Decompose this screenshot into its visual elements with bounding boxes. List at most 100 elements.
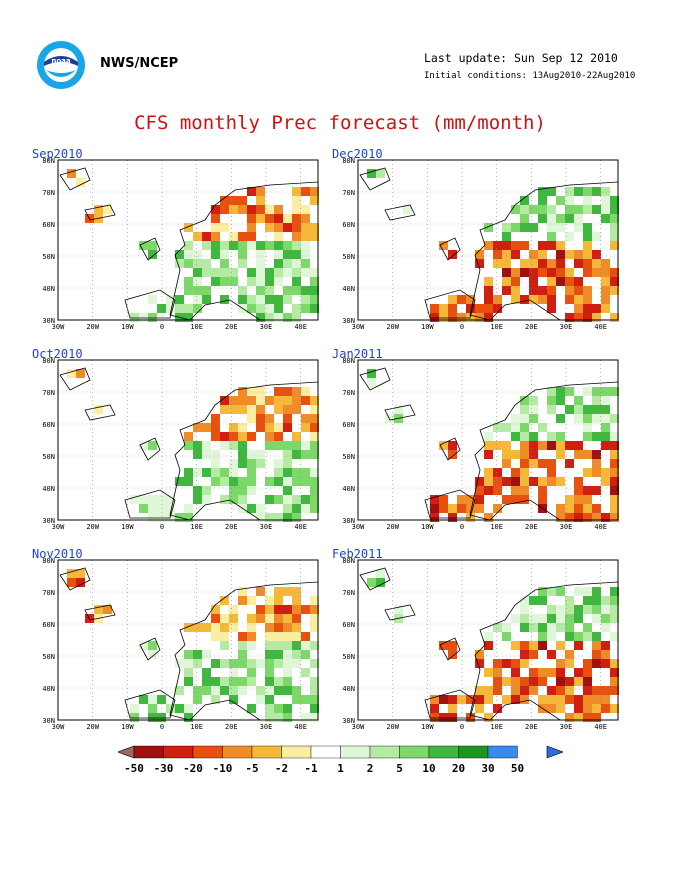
precip-cell [475,686,484,695]
precip-cell [484,641,493,650]
colorbar-swatch [369,745,400,759]
precip-cell [283,486,292,495]
precip-cell [457,295,466,304]
precip-cell [520,650,529,659]
map-frame [57,559,319,721]
precip-cell [247,304,256,313]
precip-cell [484,477,493,486]
colorbar-label: -1 [304,762,318,775]
precip-cell [139,495,148,504]
precip-cell [301,477,310,486]
lon-tick-label: 30E [560,723,573,731]
precip-cell [529,268,538,277]
precip-cell [247,459,256,468]
precip-cell [310,432,319,441]
lat-tick-label: 80N [42,357,55,365]
precip-cell [601,414,610,423]
precip-cell [574,713,583,722]
precip-cell [610,659,619,668]
precip-cell [256,205,265,214]
precip-cell [274,277,283,286]
precip-cell [292,268,301,277]
precip-cell [574,277,583,286]
colorbar-swatch [340,745,371,759]
precip-cell [274,477,283,486]
precip-cell [247,432,256,441]
precip-cell [301,713,310,722]
precip-cell [484,468,493,477]
precip-cell [265,241,274,250]
coastline [124,689,176,719]
precip-cell [175,704,184,713]
coastline [424,289,476,319]
precip-cell [502,459,511,468]
precip-cell [301,214,310,223]
lat-tick-label: 30N [42,517,55,525]
precip-cell [583,450,592,459]
precip-cell [610,387,619,396]
precip-cell [238,196,247,205]
precip-cell [256,614,265,623]
precip-cell [274,495,283,504]
precip-cell [511,286,520,295]
precip-cell [292,450,301,459]
precip-cell [67,369,76,378]
precip-cell [238,677,247,686]
precip-cell [574,214,583,223]
precip-cell [265,605,274,614]
precip-cell [67,169,76,178]
lat-tick-label: 40N [42,285,55,293]
precip-cell [601,295,610,304]
precip-cell [538,695,547,704]
precip-cell [529,450,538,459]
precip-cell [556,223,565,232]
precip-cell [193,486,202,495]
precip-cell [610,605,619,614]
colorbar-label: -20 [183,762,203,775]
precip-cell [193,695,202,704]
precip-cell [229,668,238,677]
precip-cell [538,187,547,196]
precip-cell [430,704,439,713]
precip-cell [211,468,220,477]
precip-cell [556,241,565,250]
precip-cell [211,686,220,695]
precip-cell [511,477,520,486]
precip-cell [247,414,256,423]
precip-cell [547,223,556,232]
precip-cell [592,205,601,214]
precip-cell [430,304,439,313]
precip-cell [301,641,310,650]
precip-cell [601,686,610,695]
precip-cell [583,596,592,605]
precip-cell [193,468,202,477]
precip-cell [475,486,484,495]
panel-month-label: Sep2010 [32,147,83,161]
map-panel-jan2011: 80N 70N 60N 50N 40N 30N 30W 20W 10W 0 10E 20E 30E 40E… [330,347,630,545]
precip-cell [592,650,601,659]
precip-cell [130,495,139,504]
precip-cell [574,259,583,268]
precip-cell [574,695,583,704]
map-frame [357,559,619,721]
colorbar-swatch [428,745,459,759]
precip-cell [193,423,202,432]
precip-cells [367,169,619,322]
lon-tick-label: 40E [294,723,307,731]
precip-cell [538,477,547,486]
precip-cell [439,495,448,504]
precip-cell [247,241,256,250]
precip-cell [367,369,376,378]
precip-cells [67,369,319,522]
precip-cell [520,405,529,414]
precip-cell [493,486,502,495]
precip-cell [220,432,229,441]
precip-cell [610,477,619,486]
precip-cell [547,268,556,277]
precip-cell [583,196,592,205]
precip-cell [184,259,193,268]
precip-cell [148,704,157,713]
precip-cell [592,659,601,668]
precip-cell [520,596,529,605]
colorbar-swatch [310,745,341,759]
